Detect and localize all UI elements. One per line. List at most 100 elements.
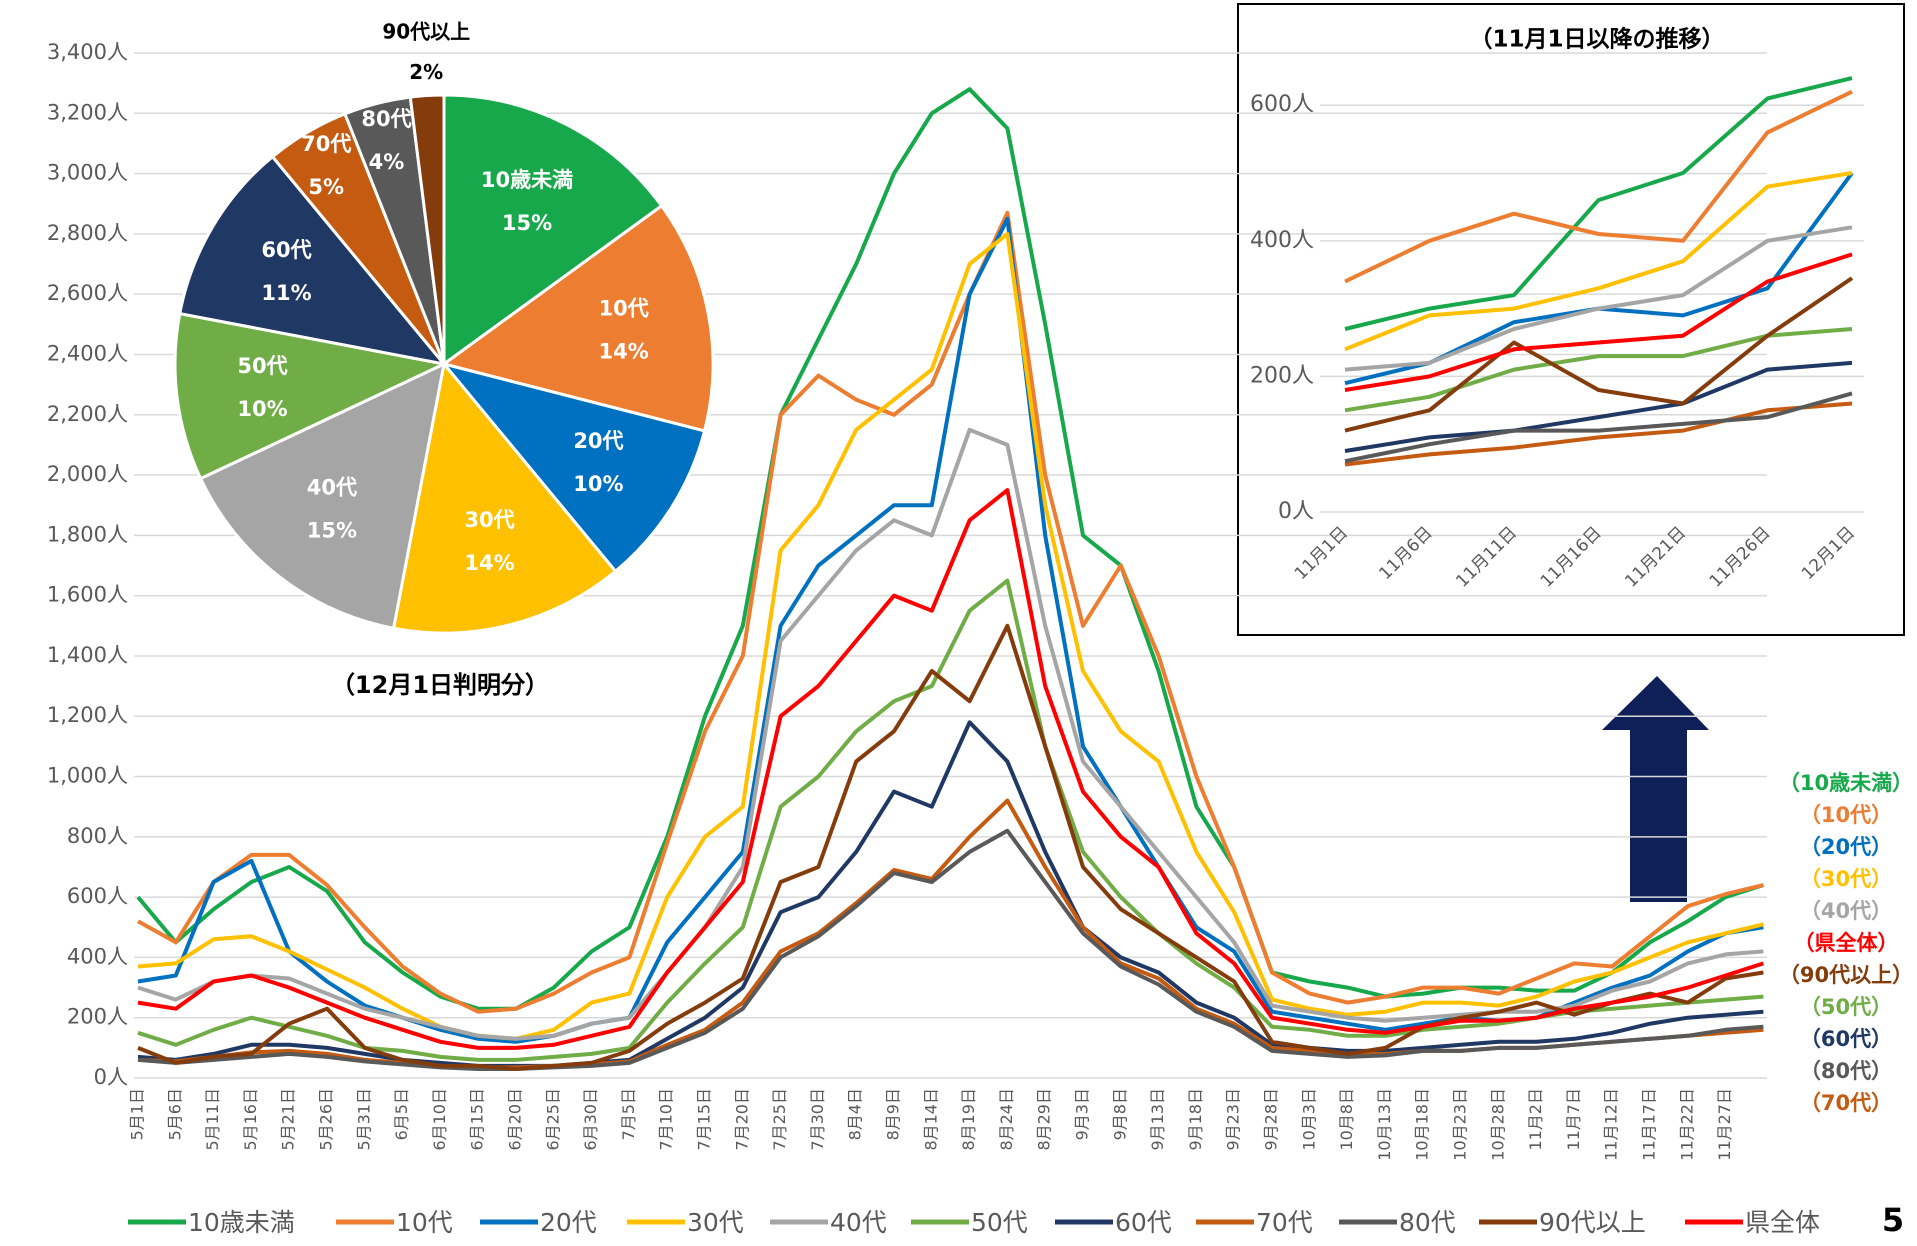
y-tick-label: 1,400人 xyxy=(47,643,128,667)
pie-slice xyxy=(173,311,449,481)
x-tick-label: 9月8日 xyxy=(1110,1088,1129,1140)
y-tick-label: 400人 xyxy=(67,944,128,968)
y-tick-label: 3,400人 xyxy=(47,40,128,64)
series-line xyxy=(137,623,1764,1071)
y-tick-label: 3,000人 xyxy=(47,161,128,185)
x-tick-label: 5月11日 xyxy=(203,1088,222,1151)
pie-category-label: 70代 xyxy=(301,132,351,156)
x-tick-label: 7月30日 xyxy=(808,1088,827,1151)
pie-category-label: 90代以上 xyxy=(382,20,470,44)
series-end-label: （30代） xyxy=(1800,867,1892,891)
x-tick-label: 9月23日 xyxy=(1224,1088,1243,1151)
x-tick-label: 5月31日 xyxy=(354,1088,373,1151)
pie-value-label: 10% xyxy=(573,472,623,496)
y-tick-label: 3,200人 xyxy=(47,100,128,124)
x-tick-label: 6月5日 xyxy=(392,1088,411,1140)
x-tick-label: 7月5日 xyxy=(619,1088,638,1140)
series-end-label: （県全体） xyxy=(1794,931,1899,955)
y-tick-label: 200人 xyxy=(67,1005,128,1029)
series-end-label: （20代） xyxy=(1800,835,1892,859)
series-line xyxy=(1344,76,1853,331)
x-tick-label: 11月17日 xyxy=(1640,1088,1659,1161)
x-tick-label: 5月1日 xyxy=(128,1088,147,1140)
x-tick-label: 8月24日 xyxy=(997,1088,1016,1151)
legend-label: 70代 xyxy=(1256,1208,1313,1237)
series-end-label: （50代） xyxy=(1800,995,1892,1019)
y-tick-label: 1,200人 xyxy=(47,703,128,727)
y-tick-label: 0人 xyxy=(94,1065,128,1089)
legend-label: 50代 xyxy=(971,1208,1028,1237)
legend-label: 40代 xyxy=(830,1208,887,1237)
pie-slice xyxy=(391,360,618,635)
pie-value-label: 5% xyxy=(308,175,344,199)
y-tick-label: 1,000人 xyxy=(47,764,128,788)
pie-category-label: 60代 xyxy=(261,238,311,262)
x-tick-label: 5月21日 xyxy=(279,1088,298,1151)
pie-category-label: 10代 xyxy=(599,297,649,321)
series-line xyxy=(1344,252,1853,392)
series-line xyxy=(1344,89,1853,284)
y-tick-label: 400人 xyxy=(1250,228,1314,253)
y-tick-label: 800人 xyxy=(67,824,128,848)
series-line xyxy=(137,210,1764,1014)
y-tick-label: 1,600人 xyxy=(47,583,128,607)
series-line xyxy=(136,87,1765,1011)
x-tick-label: 7月25日 xyxy=(770,1088,789,1151)
x-tick-label: 8月14日 xyxy=(921,1088,940,1151)
legend-label: 30代 xyxy=(687,1208,744,1237)
pie-category-label: 10歳未満 xyxy=(481,168,573,192)
x-tick-label: 8月29日 xyxy=(1035,1088,1054,1151)
pie-category-label: 30代 xyxy=(464,508,514,532)
y-tick-label: 600人 xyxy=(1250,92,1314,117)
legend-label: 県全体 xyxy=(1745,1208,1820,1237)
y-tick-label: 200人 xyxy=(1250,363,1314,388)
x-tick-label: 11月2日 xyxy=(1526,1088,1545,1151)
pie-value-label: 10% xyxy=(237,397,287,421)
x-tick-label: 8月9日 xyxy=(884,1088,903,1140)
pie-slice xyxy=(440,203,715,433)
series-line xyxy=(137,488,1765,1050)
up-arrow xyxy=(1602,676,1709,902)
page-number: 5 xyxy=(1882,1201,1904,1239)
x-tick-label: 11月7日 xyxy=(1564,1088,1583,1151)
pie-value-label: 2% xyxy=(409,60,443,84)
pie-category-label: 50代 xyxy=(237,354,287,378)
series-end-label: （70代） xyxy=(1800,1091,1892,1115)
x-tick-label: 10月18日 xyxy=(1413,1088,1432,1161)
x-tick-label: 6月30日 xyxy=(581,1088,600,1151)
series-line xyxy=(137,578,1764,1062)
legend-label: 80代 xyxy=(1399,1208,1456,1237)
pie-slice xyxy=(442,93,664,367)
y-tick-label: 2,600人 xyxy=(47,281,128,305)
x-tick-label: 6月25日 xyxy=(543,1088,562,1151)
x-tick-label: 9月18日 xyxy=(1186,1088,1205,1151)
y-tick-label: 2,800人 xyxy=(47,221,128,245)
series-line xyxy=(1344,225,1853,372)
x-tick-label: 5月16日 xyxy=(241,1088,260,1151)
x-tick-label: 9月3日 xyxy=(1073,1088,1092,1140)
series-line xyxy=(1344,401,1853,467)
series-end-label: （10歳未満） xyxy=(1779,771,1913,795)
x-tick-label: 5月6日 xyxy=(165,1088,184,1140)
x-tick-label: 9月13日 xyxy=(1148,1088,1167,1151)
inset-title: （11月1日以降の推移） xyxy=(1469,26,1724,53)
x-tick-label: 10月28日 xyxy=(1488,1088,1507,1161)
y-tick-label: 2,000人 xyxy=(47,462,128,486)
x-tick-label: 6月15日 xyxy=(468,1088,487,1151)
series-end-label: （10代） xyxy=(1800,803,1892,827)
x-tick-label: 7月20日 xyxy=(732,1088,751,1151)
legend-label: 10歳未満 xyxy=(188,1208,295,1237)
x-tick-label: 6月10日 xyxy=(430,1088,449,1151)
legend-label: 20代 xyxy=(540,1208,597,1237)
y-tick-label: 600人 xyxy=(67,884,128,908)
pie-slice xyxy=(439,361,707,574)
x-tick-label: 11月12日 xyxy=(1602,1088,1621,1161)
x-tick-label: 7月15日 xyxy=(695,1088,714,1151)
series-line xyxy=(1344,171,1853,352)
series-end-label: （80代） xyxy=(1800,1059,1892,1083)
pie-value-label: 14% xyxy=(464,551,514,575)
series-line xyxy=(137,798,1764,1070)
series-line xyxy=(1344,360,1853,453)
